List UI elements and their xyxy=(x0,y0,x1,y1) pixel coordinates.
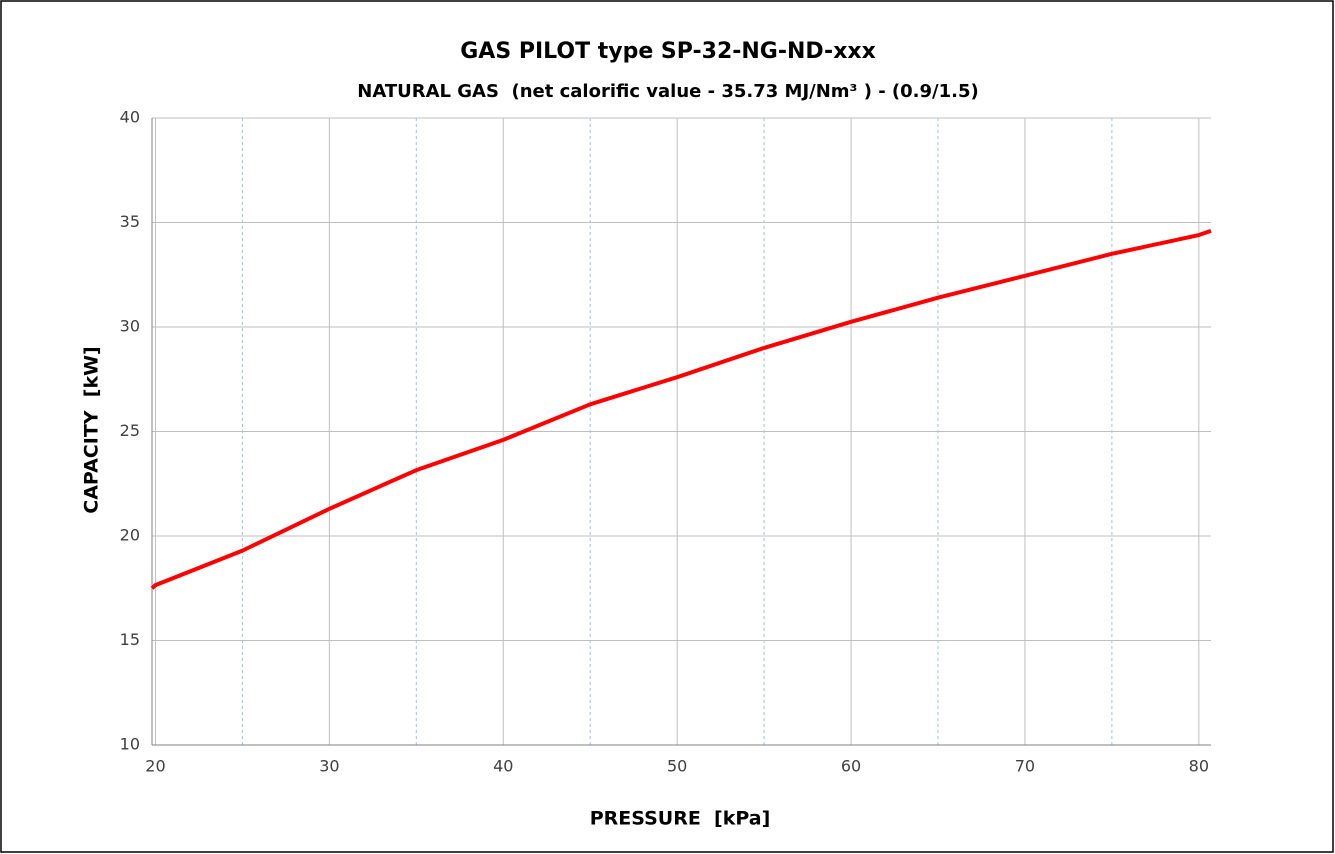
chart-title: GAS PILOT type SP-32-NG-ND-xxx xyxy=(460,39,876,64)
y-tick-label: 35 xyxy=(120,212,140,231)
x-tick-label: 70 xyxy=(1015,757,1035,776)
x-tick-label: 80 xyxy=(1189,757,1209,776)
y-tick-label: 20 xyxy=(120,526,140,545)
x-tick-label: 40 xyxy=(493,757,513,776)
x-axis-label: PRESSURE [kPa] xyxy=(590,808,771,830)
y-axis-label: CAPACITY [kW] xyxy=(81,346,103,513)
x-tick-label: 30 xyxy=(319,757,339,776)
y-tick-label: 10 xyxy=(120,735,140,754)
y-tick-label: 15 xyxy=(120,630,140,649)
y-tick-label: 30 xyxy=(120,317,140,336)
y-tick-label: 25 xyxy=(120,421,140,440)
x-tick-label: 20 xyxy=(145,757,165,776)
y-tick-label: 40 xyxy=(120,108,140,127)
chart-subtitle: NATURAL GAS (net calorific value - 35.73… xyxy=(357,81,978,102)
x-tick-label: 60 xyxy=(841,757,861,776)
x-tick-label: 50 xyxy=(667,757,687,776)
data-line xyxy=(150,228,1212,590)
